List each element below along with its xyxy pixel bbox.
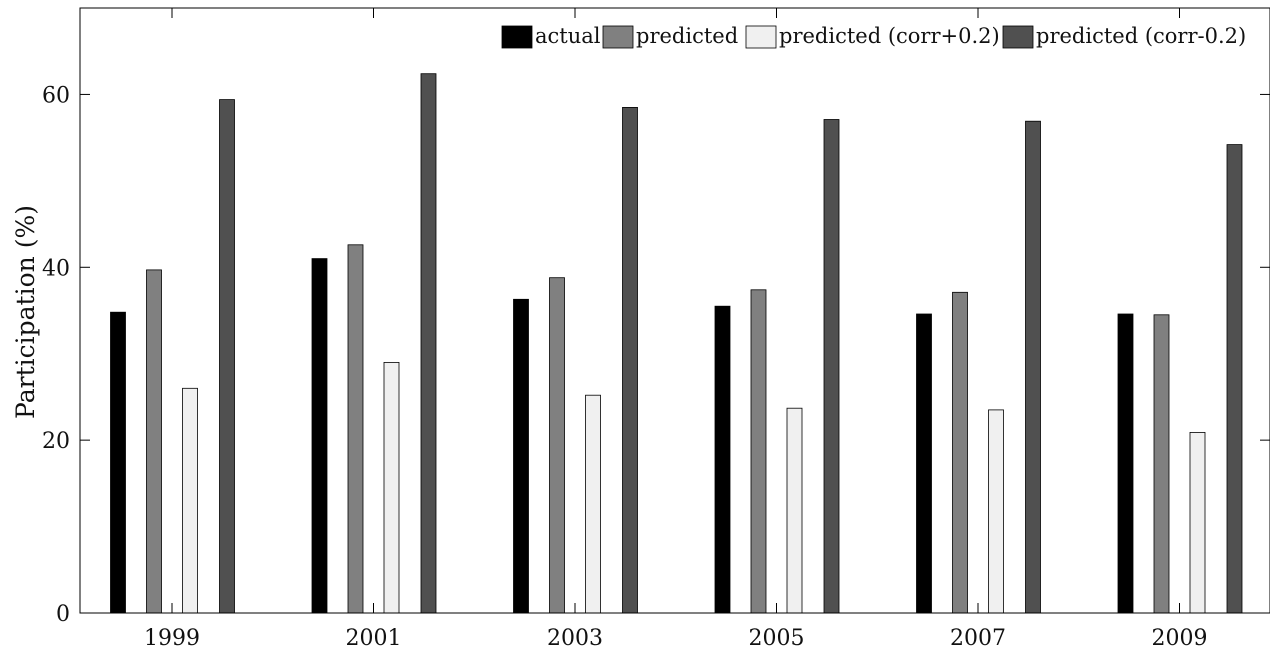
legend-swatch xyxy=(501,25,533,49)
bar-predicted-2009 xyxy=(1153,314,1170,614)
y-tick-label: 60 xyxy=(42,83,70,108)
bar-predicted-2003 xyxy=(549,277,565,614)
legend-label: predicted (corr-0.2) xyxy=(1036,24,1246,48)
bar-actual-2005 xyxy=(714,305,731,614)
y-axis-label: Participation (%) xyxy=(11,205,40,419)
legend-label: actual xyxy=(535,24,601,48)
legend-label: predicted (corr+0.2) xyxy=(779,24,1000,48)
legend-label: predicted xyxy=(636,24,738,48)
bar-predicted-2005 xyxy=(750,289,767,614)
ticks-group: 1999 2001 2003 2005 2007 2009 0 20 40 60 xyxy=(42,8,1270,650)
bar-actual-2009 xyxy=(1117,313,1134,614)
bar-actual-2001 xyxy=(311,258,328,614)
bar-predicted-corr-0-2-2009 xyxy=(1189,431,1206,614)
legend: actual predicted predicted (corr+0.2) predi… xyxy=(501,24,1246,49)
legend-swatch xyxy=(602,25,634,49)
bar-predicted-corr-0-2-2007 xyxy=(1025,120,1041,614)
x-tick-label: 2001 xyxy=(346,626,402,650)
plot-frame xyxy=(79,7,1270,614)
bar-predicted-corr-0-2-2001 xyxy=(383,361,400,614)
bar-predicted-corr-0-2-2009 xyxy=(1226,144,1243,614)
y-tick-label: 20 xyxy=(42,429,70,454)
bar-actual-1999 xyxy=(110,311,126,614)
x-tick-label: 2007 xyxy=(950,626,1006,650)
legend-swatch xyxy=(1002,25,1034,49)
legend-swatch xyxy=(745,25,777,49)
bar-actual-2003 xyxy=(513,298,529,614)
bar-predicted-corr-0-2-2003 xyxy=(622,107,638,614)
bar-predicted-corr-0-2-2003 xyxy=(585,394,601,614)
bar-predicted-1999 xyxy=(146,269,162,614)
bar-actual-2007 xyxy=(916,313,932,614)
y-tick-label: 0 xyxy=(56,602,70,627)
bar-predicted-2007 xyxy=(952,291,968,614)
x-tick-label: 2003 xyxy=(547,626,603,650)
bar-predicted-corr-0-2-1999 xyxy=(219,99,235,614)
y-tick-label: 40 xyxy=(42,256,70,281)
bar-predicted-2001 xyxy=(347,244,364,614)
x-tick-label: 1999 xyxy=(144,626,200,650)
bar-predicted-corr-0-2-2005 xyxy=(823,119,840,614)
bar-predicted-corr-0-2-1999 xyxy=(182,387,198,614)
x-tick-label: 2009 xyxy=(1152,626,1208,650)
bars-group xyxy=(110,73,1243,614)
bar-predicted-corr-0-2-2001 xyxy=(420,73,437,614)
bar-predicted-corr-0-2-2005 xyxy=(786,407,803,614)
bar-predicted-corr-0-2-2007 xyxy=(988,409,1004,614)
plot-area xyxy=(80,8,1270,613)
x-tick-label: 2005 xyxy=(749,626,805,650)
